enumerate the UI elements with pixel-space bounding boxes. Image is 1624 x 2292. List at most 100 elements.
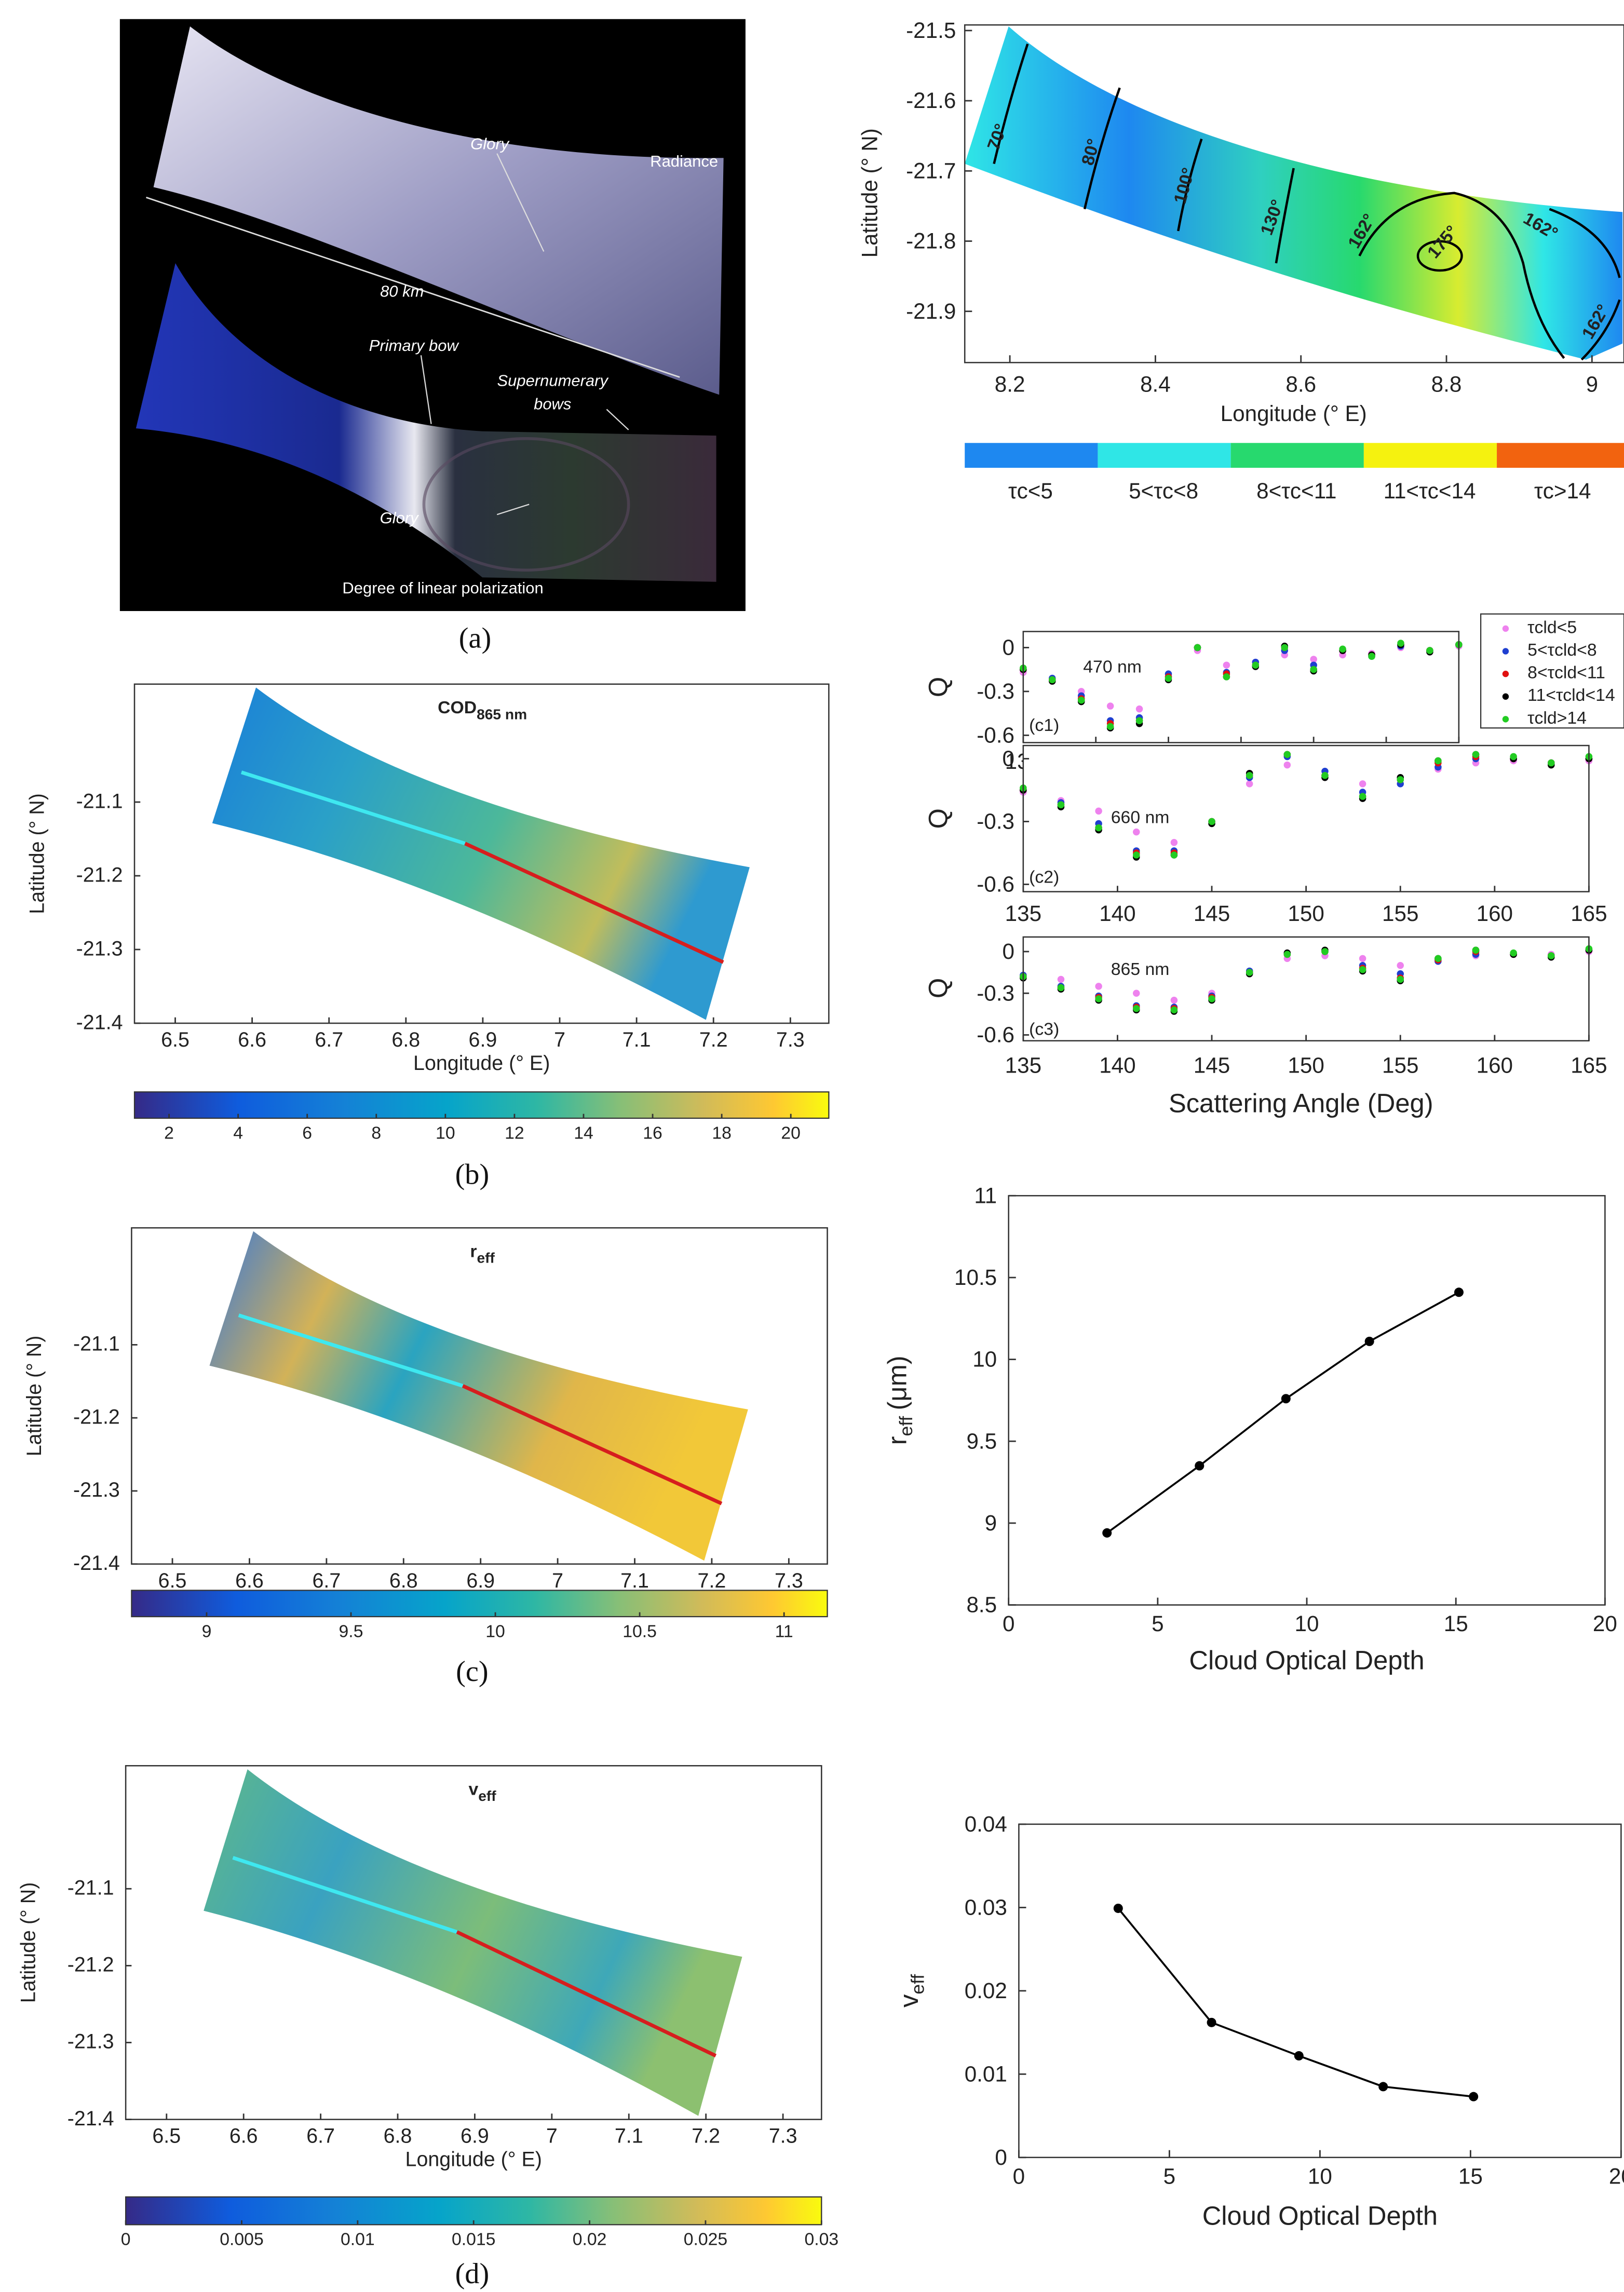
colorbar-tick-label: 0.015 <box>452 2230 496 2249</box>
transect-line <box>462 1384 723 1506</box>
label-part: Latitude (° N) <box>17 1882 40 2003</box>
legend-marker <box>1502 670 1509 677</box>
legend-marker <box>1502 648 1509 655</box>
x-tick-label: 6.6 <box>229 2125 258 2148</box>
plot-background <box>1023 745 1589 892</box>
colorbar-tick-label: 14 <box>574 1123 593 1143</box>
x-axis-label: Longitude (° E) <box>413 1052 550 1075</box>
x-tick-label: 135 <box>1005 901 1041 926</box>
x-tick-label: 0 <box>1013 2164 1025 2188</box>
data-point <box>1454 1287 1464 1297</box>
data-point <box>1397 961 1404 969</box>
data-point <box>1132 828 1140 836</box>
colorbar-tick-label: 9 <box>202 1622 212 1642</box>
data-point <box>1049 676 1056 684</box>
plot-frame <box>131 1227 828 1565</box>
data-point <box>1057 975 1065 983</box>
y-axis-label: Latitude (° N) <box>857 128 882 257</box>
x-tick-label: 150 <box>1288 901 1324 926</box>
x-tick-label: 6.5 <box>152 2125 181 2148</box>
colorbar <box>125 2196 822 2226</box>
pointer <box>496 153 545 252</box>
colorbar-tick-label: 2 <box>164 1123 174 1143</box>
y-tick-label: -21.4 <box>76 1011 123 1034</box>
legend-label: 8<τc<11 <box>1256 479 1336 503</box>
y-tick-label: 11 <box>974 1183 997 1208</box>
y-tick-label: 10 <box>972 1347 997 1372</box>
transect-line <box>232 1856 458 1934</box>
label-subscript: eff <box>907 1974 928 1995</box>
x-tick-label: 6.8 <box>391 1028 420 1051</box>
legend-swatch <box>1363 443 1497 468</box>
data-point <box>1132 989 1140 997</box>
y-tick-label: -21.4 <box>73 1552 120 1575</box>
x-tick-label: 6.9 <box>461 2125 489 2148</box>
y-tick-label: -0.3 <box>977 981 1014 1005</box>
y-axis-label: Q <box>923 978 953 998</box>
colorbar-tick-label: 4 <box>233 1123 243 1143</box>
data-point <box>1170 851 1178 859</box>
data-point <box>1510 949 1517 957</box>
pointer <box>606 409 629 430</box>
plot-background <box>1023 631 1459 743</box>
colorbar-tick-label: 8 <box>371 1123 381 1143</box>
y-tick-label: -21.3 <box>73 1479 120 1501</box>
data-point <box>1223 673 1230 681</box>
y-tick-label: -0.6 <box>977 1023 1014 1047</box>
data-point <box>1283 951 1291 958</box>
data-point <box>1208 818 1215 825</box>
transect-line <box>240 770 466 846</box>
x-tick-label: 8.6 <box>1285 372 1316 397</box>
legend-label: τcld>14 <box>1527 708 1587 728</box>
x-tick-label: 6.5 <box>158 1569 187 1592</box>
x-tick-label: 10 <box>1295 1611 1319 1636</box>
x-tick-label: 145 <box>1194 1053 1230 1078</box>
x-axis-label: Longitude (° E) <box>405 2148 542 2171</box>
x-tick-label: 7 <box>546 2125 558 2148</box>
legend-marker <box>1502 693 1509 700</box>
x-tick-label: 6.8 <box>384 2125 412 2148</box>
x-tick-label: 145 <box>1194 901 1230 926</box>
x-tick-label: 155 <box>1382 1053 1418 1078</box>
data-point <box>1223 661 1230 669</box>
plot-background <box>1023 937 1589 1041</box>
data-point <box>1321 771 1329 779</box>
data-point <box>1472 946 1480 954</box>
annotation: Glory <box>470 134 510 153</box>
colorbar-tick-label: 0 <box>121 2230 131 2249</box>
legend-label: 8<τcld<11 <box>1527 663 1605 683</box>
x-axis-label: Longitude (° E) <box>1221 401 1367 426</box>
colorbar-tick-label: 0.02 <box>573 2230 607 2249</box>
data-point <box>1095 807 1102 815</box>
data-point <box>1434 955 1442 962</box>
plot-frame <box>1008 1195 1606 1606</box>
data-point <box>1310 666 1317 673</box>
y-tick-label: -21.2 <box>73 1405 120 1428</box>
legend-swatch <box>965 443 1098 468</box>
x-tick-label: 7.1 <box>615 2125 643 2148</box>
data-line <box>1117 1907 1474 2098</box>
wavelength-label: 660 nm <box>1111 807 1170 827</box>
y-axis-label: Latitude (° N) <box>17 1882 40 2003</box>
y-tick-label: 10.5 <box>954 1265 997 1290</box>
colorbar-tick-label: 20 <box>781 1123 801 1143</box>
transect-line <box>456 1930 717 2058</box>
label-part: Q <box>923 808 953 829</box>
title-main: COD <box>438 698 477 717</box>
data-point <box>1132 851 1140 859</box>
pointer <box>496 504 530 516</box>
colorbar-tick-label: 11 <box>775 1622 793 1642</box>
data-point <box>1397 640 1404 647</box>
y-tick-label: 8.5 <box>966 1593 997 1617</box>
x-tick-label: 135 <box>1005 1053 1041 1078</box>
x-tick-label: 6.8 <box>389 1569 418 1592</box>
transect-line <box>238 1313 464 1388</box>
y-tick-label: -21.8 <box>906 229 956 253</box>
x-tick-label: 7.3 <box>769 2125 797 2148</box>
x-tick-label: 5 <box>1163 2164 1175 2188</box>
data-point <box>1359 793 1366 800</box>
data-point <box>1194 644 1201 652</box>
legend-label: 5<τc<8 <box>1129 479 1198 503</box>
x-tick-label: 5 <box>1152 1611 1163 1636</box>
scale-line <box>146 196 680 378</box>
